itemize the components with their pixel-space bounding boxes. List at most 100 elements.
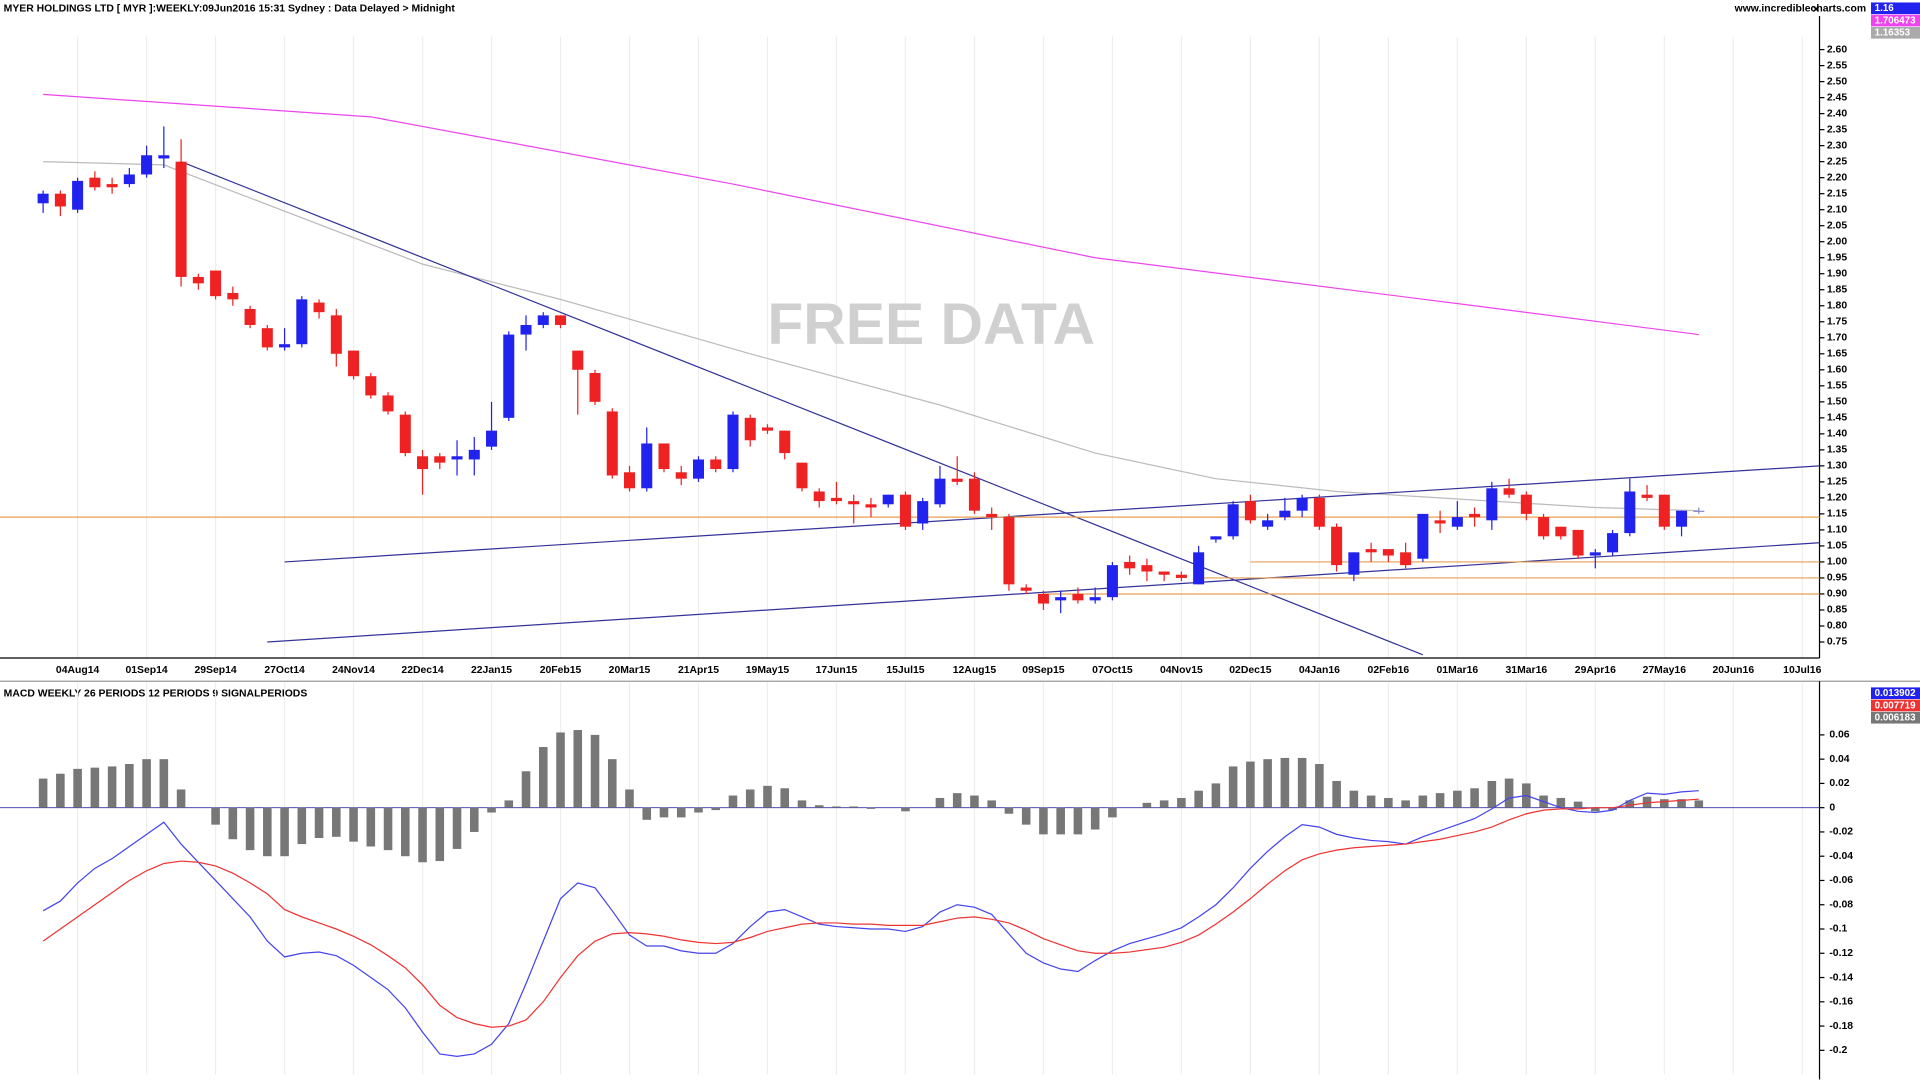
candle-body [606,411,618,476]
candle-body [210,270,222,297]
candle-body [1227,504,1239,537]
histogram-bar [1435,793,1445,808]
histogram-bar [659,807,669,818]
x-tick-label: 04Nov15 [1160,665,1203,676]
histogram-bar [625,789,634,808]
candle-body [744,417,756,441]
candle-body [830,497,842,502]
y-tick-label: 2.40 [1827,108,1847,119]
candle-body [1641,494,1653,498]
value-tag-text: 0.006183 [1875,713,1916,724]
histogram-bar [987,800,996,808]
y-tick-label: 2.35 [1827,124,1847,135]
candle-body [1037,593,1049,604]
candle-body [675,472,687,479]
candle-body [796,462,808,489]
histogram-bar [1694,800,1704,808]
y-tick-label: -0.06 [1829,875,1853,886]
moving-average [43,93,1699,336]
histogram-bar [1401,800,1410,808]
candle-body [1469,513,1481,518]
candle-body [434,456,446,463]
histogram-bar [90,767,100,808]
x-tick-label: 19May15 [746,665,790,676]
value-tag [1870,699,1920,712]
y-tick-label: -0.16 [1829,997,1853,1008]
y-tick-label: 1.55 [1827,381,1847,392]
candle-body [848,501,860,505]
trend-line [180,161,1424,656]
y-tick-label: 0.95 [1827,573,1847,584]
candle-body [641,443,653,489]
y-tick-label: 0.80 [1827,621,1847,632]
candle-body [244,308,256,325]
histogram-bar [1315,764,1324,808]
candle-body [1434,520,1446,524]
histogram-bar [573,730,583,808]
histogram-bar [538,747,548,808]
candle-body [1572,529,1584,556]
y-tick-label: 1.60 [1827,365,1847,376]
candle-body [451,456,463,460]
histogram-bar [901,807,910,812]
x-tick-label: 22Dec14 [401,665,443,676]
y-tick-label: 0.02 [1829,778,1849,789]
value-tag-text: 0.007719 [1875,700,1916,711]
y-tick-label: -0.18 [1829,1021,1853,1032]
candle-body [1020,587,1032,591]
candle-body [106,184,118,188]
histogram-bar [366,807,376,847]
y-tick-label: 1.35 [1827,445,1847,456]
candle-body [813,491,825,502]
candle-body [1158,571,1170,575]
y-tick-label: 2.15 [1827,188,1847,199]
y-tick-label: 1.90 [1827,268,1847,279]
y-tick-label: -0.04 [1829,851,1853,862]
y-tick-label: 0.90 [1827,589,1847,600]
y-tick-label: 1.85 [1827,284,1847,295]
candle-body [468,449,480,460]
candle-body [1486,488,1498,521]
x-tick-label: 20Mar15 [609,665,651,676]
x-tick-label: 04Aug14 [56,665,100,676]
histogram-bar [245,807,255,851]
y-tick-label: 1.45 [1827,413,1847,424]
histogram-bar [504,800,514,808]
histogram-bar [1366,795,1376,808]
candle-body [1676,510,1688,527]
y-tick-label: 2.45 [1827,92,1847,103]
candle-body [1055,597,1067,601]
histogram-bar [556,732,565,808]
histogram-bar [73,768,82,808]
macd-line [42,798,1699,1028]
x-tick-label: 10Jul16 [1783,665,1821,676]
candle-body [382,395,394,412]
y-tick-label: 2.50 [1827,76,1847,87]
y-tick-label: 2.20 [1827,172,1847,183]
candle-body [1193,552,1205,585]
macd-title: MACD WEEKLY 26 PERIODS 12 PERIODS 9 SIGN… [4,688,308,699]
candle-body [1331,526,1343,566]
candle-body [1451,517,1463,527]
histogram-bar [1246,761,1255,808]
histogram-bar [694,807,703,813]
candle-body [1693,510,1705,512]
y-tick-label: -0.02 [1829,827,1853,838]
y-tick-label: 1.65 [1827,349,1847,360]
value-tag [1870,687,1920,700]
histogram-bar [1625,800,1635,808]
y-tick-label: -0.14 [1829,972,1853,983]
watermark: FREE DATA [767,292,1095,357]
x-tick-label: 29Apr16 [1575,665,1616,676]
y-tick-label: 0.75 [1827,637,1847,648]
candle-body [1658,494,1670,527]
candle-body [1538,517,1550,537]
histogram-bar [1556,797,1566,808]
price-tag-text: 1.16 [1875,3,1895,14]
y-tick-label: 1.15 [1827,509,1847,520]
candle-body [1175,574,1187,578]
candle-body [1210,536,1222,540]
candle-body [417,456,429,470]
candle-body [934,478,946,505]
